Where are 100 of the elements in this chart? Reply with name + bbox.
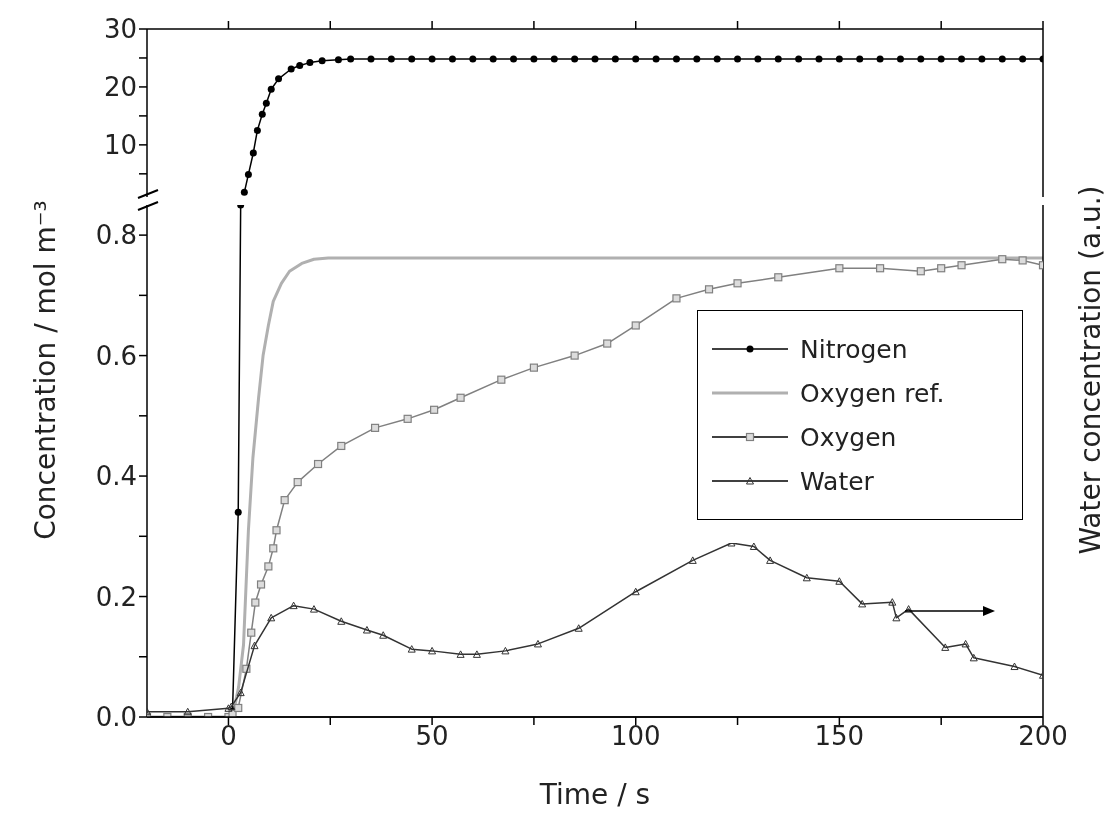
point <box>570 351 579 360</box>
point <box>183 707 192 716</box>
x-axis-title: Time / s <box>538 778 652 811</box>
point <box>1018 256 1027 265</box>
point <box>958 55 966 63</box>
point <box>362 626 371 634</box>
point <box>428 646 437 655</box>
point <box>688 556 697 564</box>
point <box>603 339 612 348</box>
point <box>734 55 742 63</box>
point <box>754 55 762 63</box>
legend-label: Nitrogen <box>800 334 908 364</box>
y-tick-label: 0.2 <box>95 581 137 612</box>
x-tick-label: 200 <box>1018 721 1068 752</box>
point <box>957 261 966 270</box>
point <box>858 599 867 608</box>
y2-axis-title: Water concentration (a.u.) <box>1073 185 1107 555</box>
y-tick-label: 30 <box>103 14 137 45</box>
point <box>262 99 270 107</box>
point <box>337 441 346 451</box>
point <box>227 702 236 711</box>
point <box>998 55 1006 63</box>
y-tick-label: 20 <box>103 72 137 103</box>
point <box>489 55 497 63</box>
point <box>550 55 558 63</box>
point <box>247 628 256 637</box>
point <box>835 577 844 585</box>
y-tick-label: 0.6 <box>95 340 137 371</box>
point <box>251 598 260 607</box>
point <box>296 62 304 69</box>
point <box>795 55 803 63</box>
point <box>917 55 925 63</box>
x-tick-label: 0 <box>220 721 237 752</box>
point <box>733 279 742 288</box>
point <box>574 624 583 632</box>
point <box>250 641 259 650</box>
point <box>815 55 823 63</box>
point <box>318 57 326 65</box>
point <box>472 650 481 658</box>
point <box>275 75 283 83</box>
y-axis-title: Concentration / mol m⁻³ <box>28 200 62 540</box>
point <box>267 85 275 93</box>
point <box>937 264 946 273</box>
point <box>571 55 579 63</box>
point <box>856 55 864 63</box>
point <box>961 639 970 648</box>
point <box>875 264 885 273</box>
point <box>501 646 510 655</box>
point <box>244 170 252 178</box>
point <box>234 508 242 516</box>
point <box>802 573 811 582</box>
point <box>256 580 266 589</box>
point <box>704 285 714 294</box>
point <box>469 55 477 63</box>
point <box>916 267 925 276</box>
point <box>766 556 775 564</box>
point <box>652 55 660 63</box>
point <box>1010 662 1019 671</box>
point <box>367 55 375 63</box>
point <box>334 56 342 64</box>
point <box>258 110 266 118</box>
point <box>236 688 245 697</box>
point <box>529 363 539 372</box>
point <box>280 496 289 505</box>
point <box>774 273 783 282</box>
point <box>998 255 1007 264</box>
legend-label: Water <box>800 466 874 496</box>
point <box>272 526 281 535</box>
point <box>941 643 950 651</box>
point <box>969 653 978 662</box>
point <box>774 55 782 63</box>
point <box>632 55 640 63</box>
y-tick-label: 0.8 <box>95 220 137 251</box>
point <box>293 477 302 487</box>
x-tick-label: 100 <box>610 721 661 752</box>
point <box>287 65 295 73</box>
point <box>533 639 542 648</box>
point <box>937 55 945 63</box>
point <box>835 264 844 273</box>
y-tick-label: 0.0 <box>95 702 137 733</box>
point <box>387 55 395 63</box>
point <box>403 414 412 423</box>
point <box>672 55 680 63</box>
point <box>337 617 346 625</box>
legend-label: Oxygen <box>800 422 897 452</box>
point <box>430 405 439 414</box>
point <box>456 650 465 658</box>
point <box>978 55 986 63</box>
point <box>240 188 248 196</box>
point <box>313 459 323 469</box>
point <box>631 587 640 596</box>
point <box>269 544 278 553</box>
y-tick-label: 0.4 <box>95 461 137 492</box>
point <box>379 631 388 639</box>
point <box>289 601 298 610</box>
point <box>749 543 758 550</box>
point <box>428 55 436 63</box>
point <box>510 55 518 63</box>
x-tick-label: 150 <box>814 721 865 752</box>
point <box>448 55 456 63</box>
